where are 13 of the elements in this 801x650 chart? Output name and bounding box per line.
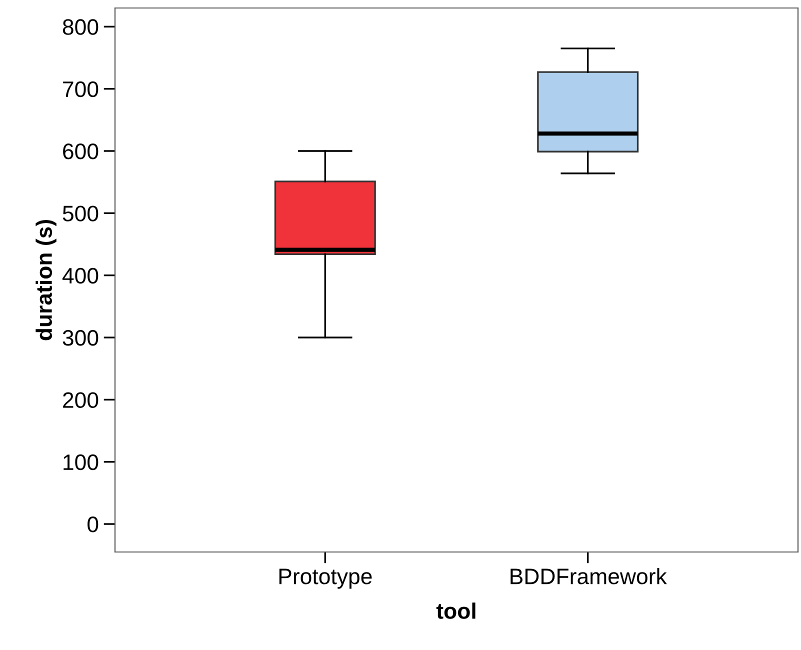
y-tick-label: 100	[64, 454, 98, 470]
y-axis-title: duration (s)	[36, 220, 56, 340]
y-tick-label: 500	[62, 206, 98, 222]
y-tick-label: 200	[63, 392, 98, 408]
y-tick-label: 700	[63, 81, 98, 98]
x-tick-label: Prototype	[279, 568, 372, 589]
y-tick-label: 300	[62, 330, 98, 346]
y-tick-label: 600	[63, 144, 98, 160]
y-tick-label: 0	[88, 516, 98, 532]
y-tick-label: 400	[62, 268, 98, 284]
x-tick-label: BDDFramework	[510, 568, 667, 584]
y-tick-label: 800	[62, 19, 98, 35]
x-axis-title: tool	[436, 602, 476, 619]
